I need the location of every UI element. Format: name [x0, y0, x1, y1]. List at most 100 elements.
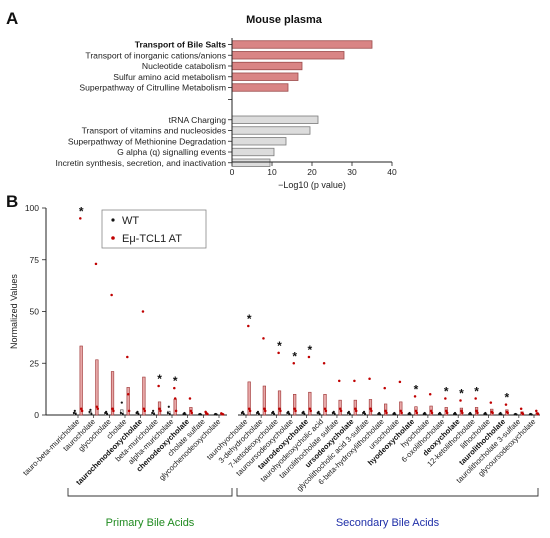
legend-marker-wt: [111, 218, 115, 222]
panel-a-bar: [231, 51, 345, 60]
panel-b-y-axis-label: Normalized Values: [9, 274, 19, 349]
panel-b-bar-tcl1: [384, 403, 388, 416]
panel-b-point-tcl1: [126, 393, 130, 396]
panel-a-category-label: Transport of Bile Salts: [135, 40, 226, 50]
panel-b-point-tcl1: [143, 409, 147, 413]
panel-b-point-tcl1: [79, 407, 83, 411]
panel-b-significance-star: *: [307, 343, 312, 357]
panel-b-point-tcl1: [248, 409, 252, 413]
panel-b-point-tcl1: [158, 407, 161, 411]
panel-b-significance-star: *: [157, 372, 162, 386]
panel-b-bar-tcl1: [262, 385, 266, 416]
panel-a-category-label: Transport of vitamins and nucleosides: [82, 126, 226, 136]
panel-b-bar-tcl1: [323, 393, 327, 416]
panel-b-point-tcl1: [354, 409, 358, 413]
panel-b-point-tcl1: [444, 397, 447, 400]
panel-b-bar-tcl1: [142, 376, 146, 416]
panel-b-point-tcl1: [521, 412, 525, 416]
panel-b-point-tcl1: [322, 362, 326, 365]
panel-b-point-wt: [152, 412, 156, 416]
panel-b-point-tcl1: [399, 409, 403, 413]
panel-b-point-wt: [530, 413, 533, 416]
panel-b-point-tcl1: [80, 409, 84, 413]
panel-a-bar: [231, 137, 287, 146]
panel-a-bar: [231, 126, 311, 135]
panel-b-point-wt: [424, 413, 427, 416]
panel-b-significance-star: *: [505, 391, 510, 405]
panel-a-bar: [231, 115, 319, 124]
panel-b-point-tcl1: [263, 407, 266, 411]
panel-b-point-wt: [241, 410, 244, 413]
panel-b-point-wt: [409, 413, 412, 416]
panel-a-category-label: Incretin synthesis, secretion, and inact…: [55, 158, 226, 168]
panel-b-legend: WT Eμ-TCL1 AT: [101, 209, 207, 249]
panel-b-y-tick-label: 75: [30, 255, 40, 265]
panel-b-point-tcl1: [460, 409, 463, 413]
panel-b-significance-star: *: [277, 339, 282, 353]
panel-b-point-wt: [121, 412, 124, 416]
panel-b-point-wt: [439, 413, 442, 416]
panel-b-y-tick-label: 25: [30, 358, 40, 368]
panel-b-point-tcl1: [221, 413, 225, 416]
group-label: Secondary Bile Acids: [336, 517, 440, 529]
panel-b-point-wt: [105, 410, 108, 413]
panel-b-point-tcl1: [459, 399, 462, 402]
panel-b-point-wt: [287, 410, 290, 413]
panel-b-point-tcl1: [159, 409, 162, 413]
panel-a-x-tick-label: 20: [307, 167, 317, 177]
panel-b-point-tcl1: [189, 409, 193, 413]
panel-b-y-tick-label: 50: [30, 307, 40, 317]
panel-b-bar-tcl1: [110, 371, 115, 416]
panel-a-x-tick-label: 10: [267, 167, 277, 177]
panel-b-point-tcl1: [324, 409, 328, 413]
panel-a-bar: [231, 40, 373, 49]
panel-b-significance-star: *: [173, 374, 178, 388]
panel-b-point-tcl1: [353, 379, 356, 383]
legend-label-wt: WT: [122, 215, 139, 227]
panel-b-point-tcl1: [174, 409, 178, 413]
panel-b-point-tcl1: [190, 411, 194, 415]
panel-b-point-tcl1: [277, 351, 280, 355]
panel-b-point-wt: [362, 410, 366, 413]
panel-b-point-tcl1: [384, 409, 387, 413]
panel-b-point-wt: [199, 413, 203, 416]
panel-b-bar-tcl1: [308, 391, 312, 416]
panel-a-category-label: Transport of inorganic cations/anions: [85, 50, 226, 60]
panel-b-point-tcl1: [95, 405, 99, 408]
panel-b-point-wt: [73, 409, 76, 412]
panel-b-point-tcl1: [445, 409, 448, 413]
panel-b-point-tcl1: [368, 377, 371, 381]
panel-b-letter: B: [6, 192, 18, 211]
panel-b-point-tcl1: [262, 337, 265, 340]
panel-b-bar-tcl1: [399, 401, 403, 416]
panel-b-point-tcl1: [415, 411, 419, 415]
panel-b-significance-star: *: [292, 349, 297, 363]
panel-a-bar: [231, 72, 299, 81]
panel-b-point-wt: [500, 413, 503, 416]
panel-b-point-tcl1: [338, 407, 342, 411]
panel-b-point-tcl1: [519, 407, 523, 411]
panel-b-point-tcl1: [400, 411, 403, 415]
panel-b-point-tcl1: [173, 386, 176, 390]
panel-b-point-wt: [318, 412, 321, 416]
panel-b-point-tcl1: [94, 262, 98, 266]
panel-b-point-tcl1: [307, 355, 311, 359]
panel-b-point-tcl1: [323, 407, 327, 411]
panel-b-point-tcl1: [491, 411, 494, 415]
panel-b-point-tcl1: [414, 409, 418, 413]
panel-b-point-tcl1: [79, 217, 82, 220]
panel-b-significance-star: *: [474, 384, 479, 398]
panel-b-point-tcl1: [504, 403, 508, 406]
panel-b-point-wt: [348, 412, 351, 416]
panel-b-point-tcl1: [461, 411, 464, 415]
legend-label-tcl1: Eμ-TCL1 AT: [122, 233, 182, 245]
panel-b-point-tcl1: [264, 409, 267, 413]
panel-b-point-tcl1: [142, 407, 146, 411]
panel-b-bar-tcl1: [293, 393, 297, 416]
panel-b-point-wt: [332, 410, 335, 413]
panel-b-bar-tcl1: [95, 359, 99, 416]
panel-b-point-wt: [151, 411, 154, 415]
panel-b-point-wt: [120, 401, 123, 404]
panel-b-point-tcl1: [111, 407, 114, 411]
